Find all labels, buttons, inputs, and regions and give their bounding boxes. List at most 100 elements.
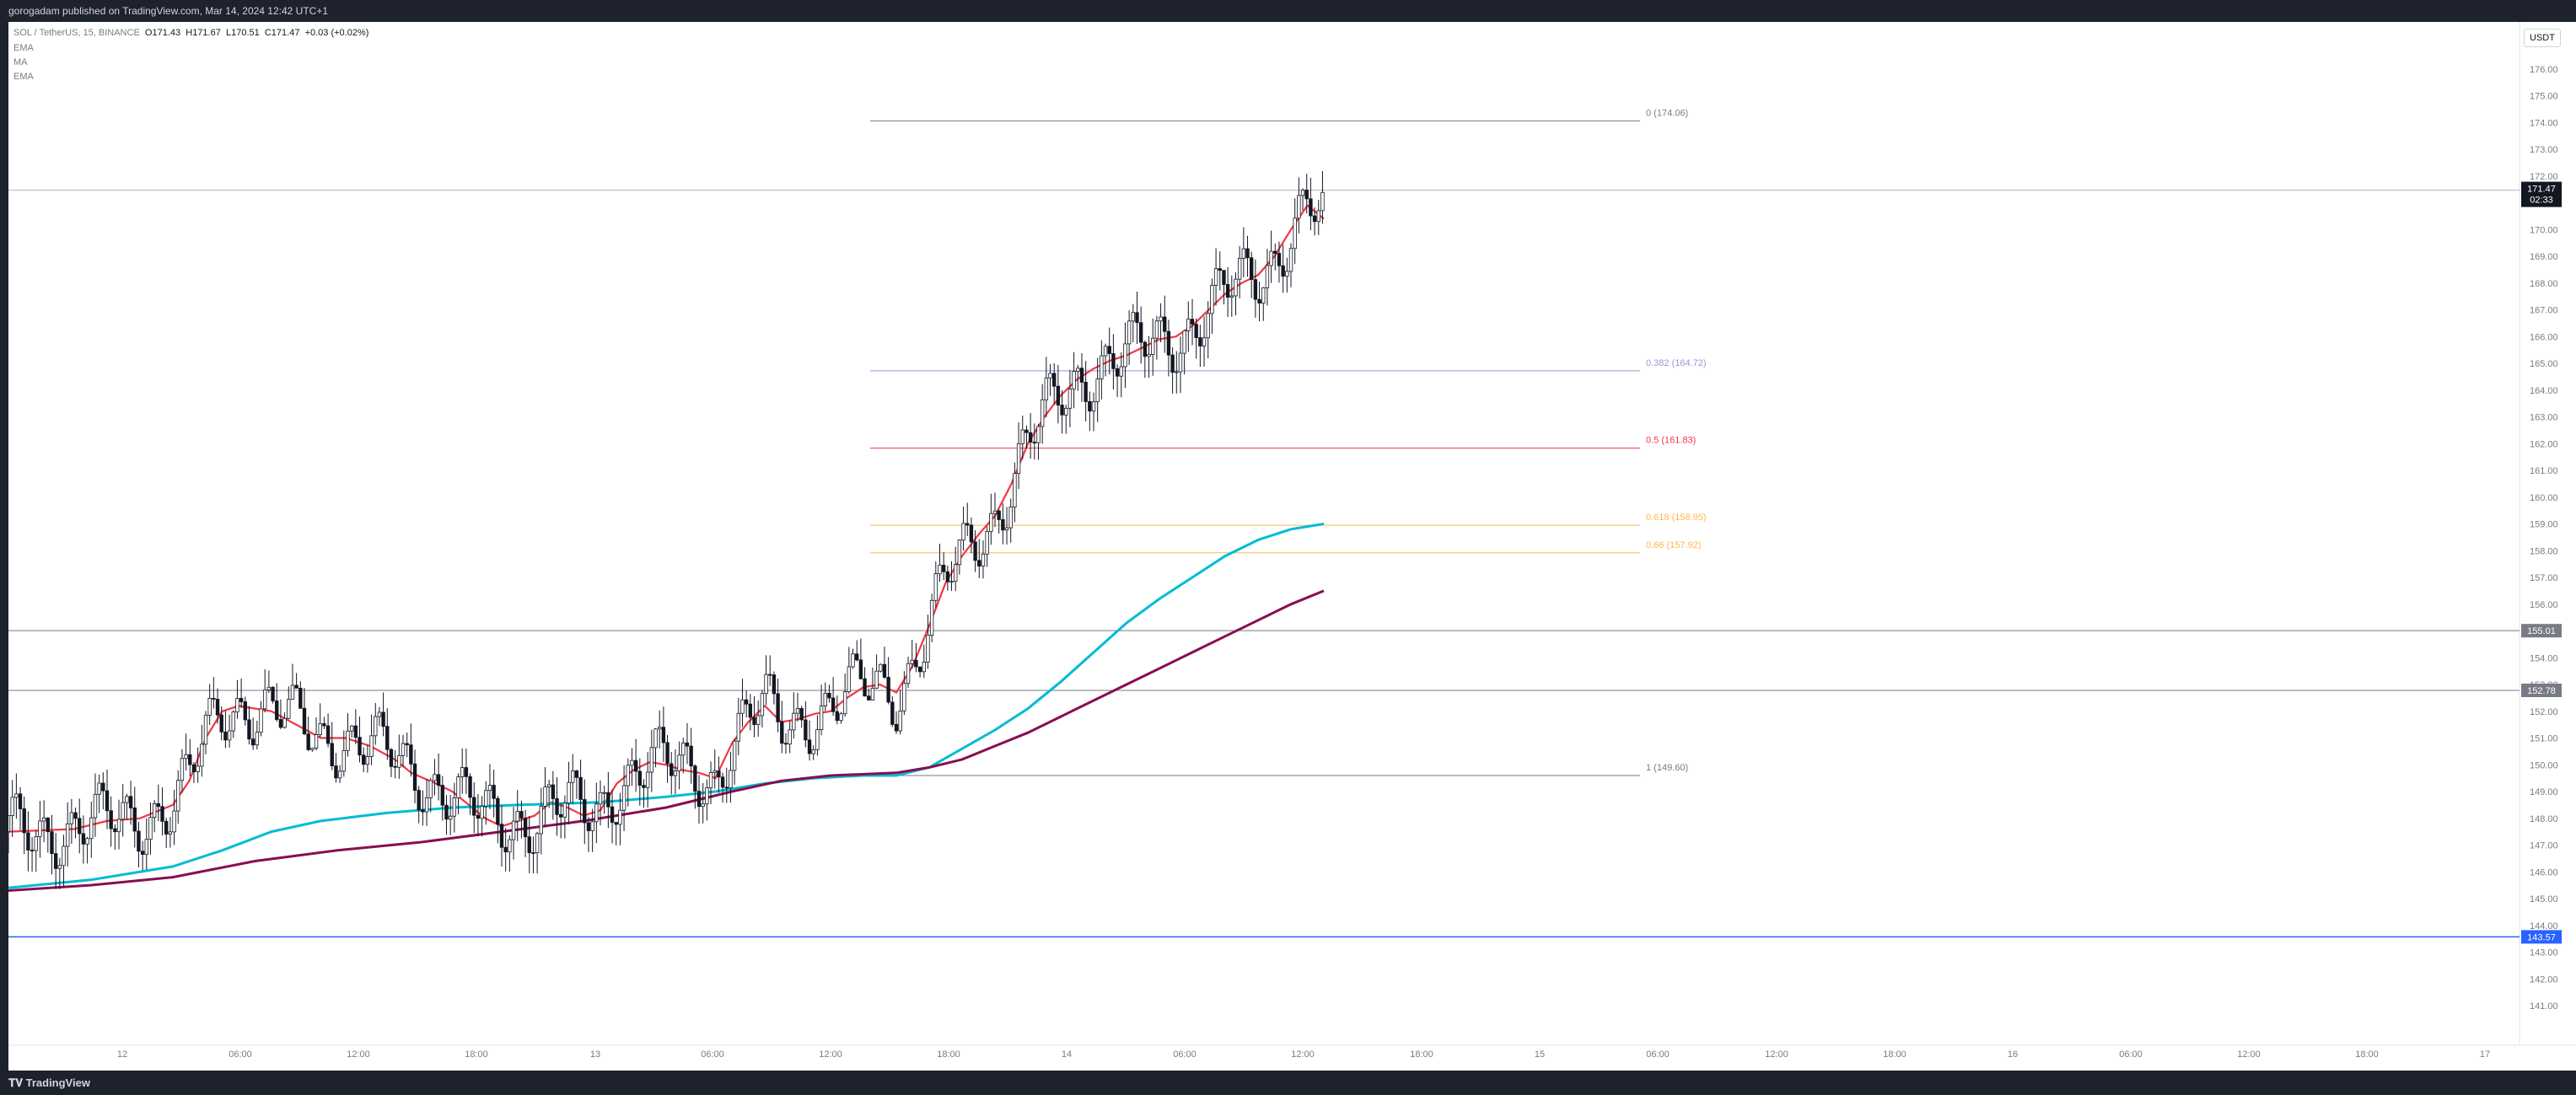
candle-body xyxy=(1013,473,1017,507)
candle-body xyxy=(405,743,409,746)
candle-body xyxy=(101,782,105,792)
price-tick-label: 151.00 xyxy=(2530,734,2558,744)
candle-body xyxy=(1186,319,1191,331)
time-tick-label: 06:00 xyxy=(701,1049,724,1060)
candle-body xyxy=(1111,353,1116,369)
candle-body xyxy=(1245,248,1250,259)
candle-body xyxy=(322,723,326,727)
time-tick-label: 12:00 xyxy=(347,1049,370,1060)
candle-body xyxy=(926,635,930,663)
candle-body xyxy=(176,780,180,812)
indicator-ema-fast[interactable]: EMA xyxy=(13,43,34,53)
candle-body xyxy=(1222,270,1226,285)
candle-body xyxy=(196,765,200,772)
candle-body xyxy=(933,573,938,601)
candle-body xyxy=(215,699,220,716)
price-tick-label: 147.00 xyxy=(2530,841,2558,851)
candle-body xyxy=(665,742,670,765)
currency-unit-button[interactable]: USDT xyxy=(2524,29,2561,47)
time-tick-label: 18:00 xyxy=(465,1049,488,1060)
price-tick-label: 149.00 xyxy=(2530,787,2558,797)
candle-body xyxy=(334,765,338,779)
candle-body xyxy=(1088,401,1092,411)
candle-body xyxy=(562,802,567,818)
candle-body xyxy=(18,793,23,809)
candle-body xyxy=(1095,378,1100,403)
candle-body xyxy=(902,683,906,711)
candle-body xyxy=(302,707,307,734)
symbol-name[interactable]: SOL / TetherUS, 15, BINANCE xyxy=(13,28,140,38)
candle-body xyxy=(503,846,508,853)
candle-body xyxy=(41,817,46,822)
candle-body xyxy=(780,721,784,744)
candle-body xyxy=(863,678,867,697)
candle-body xyxy=(144,839,148,855)
candle-body xyxy=(740,699,745,714)
candle-body xyxy=(10,797,14,816)
candle-body xyxy=(867,695,871,700)
candle-body xyxy=(1277,253,1282,266)
candle-body xyxy=(673,770,678,776)
candle-body xyxy=(1020,429,1024,444)
candle-body xyxy=(57,865,62,869)
price-level-tag-label: 155.01 xyxy=(2527,626,2556,636)
candle-body xyxy=(531,852,535,854)
candle-body xyxy=(325,725,331,744)
price-tick-label: 167.00 xyxy=(2530,306,2558,316)
candle-body xyxy=(401,743,406,756)
candle-body xyxy=(989,513,993,532)
indicator-ma[interactable]: MA xyxy=(13,57,28,67)
candle-body xyxy=(188,754,192,765)
candle-body xyxy=(606,792,610,808)
candle-body xyxy=(421,809,425,813)
indicator-ema-slow[interactable]: EMA xyxy=(13,72,34,82)
candle-body xyxy=(433,774,437,781)
candle-body xyxy=(890,701,895,725)
candle-body xyxy=(811,749,815,754)
candle-body xyxy=(73,812,78,819)
candle-body xyxy=(929,599,934,636)
candle-body xyxy=(969,524,974,543)
symbol-legend[interactable]: SOL / TetherUS, 15, BINANCE O171.43 H171… xyxy=(13,28,368,38)
price-tick-label: 173.00 xyxy=(2530,145,2558,155)
candle-body xyxy=(602,792,606,794)
candle-body xyxy=(567,781,571,804)
candle-body xyxy=(661,727,666,743)
price-tick-label: 157.00 xyxy=(2530,573,2558,583)
time-tick-label: 16 xyxy=(2008,1049,2018,1060)
fib-level-label: 0.66 (157.92) xyxy=(1646,540,1701,550)
candle-body xyxy=(282,717,287,728)
price-tick-label: 168.00 xyxy=(2530,279,2558,289)
candle-body xyxy=(255,732,260,746)
candle-body xyxy=(807,739,812,754)
candle-body xyxy=(1175,371,1179,373)
candle-body xyxy=(571,770,575,783)
time-tick-label: 18:00 xyxy=(937,1049,960,1060)
candle-body xyxy=(1225,284,1230,298)
candle-body xyxy=(736,712,740,742)
candle-body xyxy=(637,770,642,786)
candle-body xyxy=(200,743,204,767)
candle-body xyxy=(337,770,342,779)
candle-body xyxy=(732,740,737,771)
candle-body xyxy=(250,738,255,746)
candle-body xyxy=(882,663,887,678)
candle-body xyxy=(487,785,492,792)
candle-body xyxy=(626,765,630,786)
time-tick-label: 14 xyxy=(1062,1049,1072,1060)
candle-body xyxy=(30,850,35,851)
candle-body xyxy=(361,754,366,765)
candle-body xyxy=(262,690,267,710)
candle-body xyxy=(835,711,839,722)
candle-body xyxy=(788,729,792,745)
tradingview-logo[interactable]: 𝐓𝐕 TradingView xyxy=(8,1076,90,1090)
candle-body xyxy=(1182,330,1186,354)
candle-body xyxy=(318,723,322,735)
candle-body xyxy=(574,770,579,778)
candle-body xyxy=(1024,429,1029,433)
candle-body xyxy=(444,804,449,820)
price-tick-label: 144.00 xyxy=(2530,921,2558,931)
candle-body xyxy=(1076,368,1080,372)
candle-body xyxy=(847,666,852,693)
